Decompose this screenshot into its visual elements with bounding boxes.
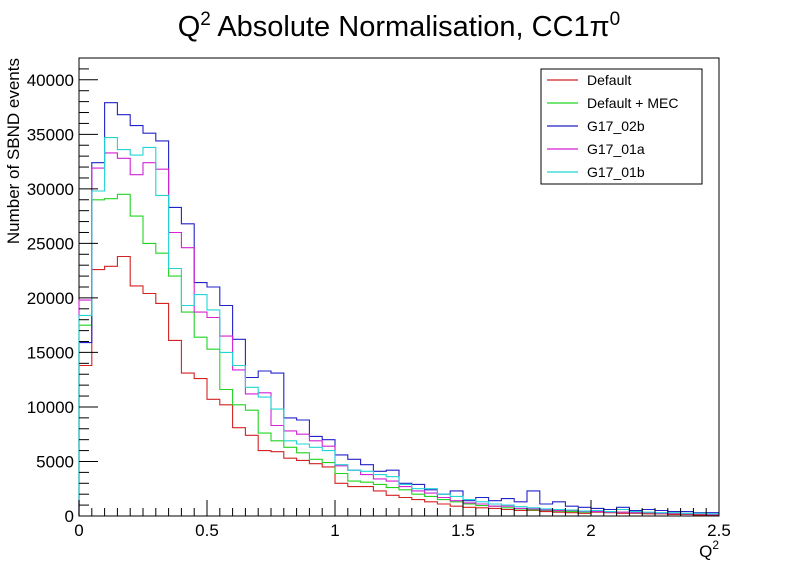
y-tick-labels: 0 5000 10000 15000 20000 25000 30000 35000 40000 bbox=[27, 71, 74, 526]
y-tick-label: 30000 bbox=[27, 180, 74, 199]
chart-title: Q2 Absolute Normalisation, CC1π0 bbox=[178, 9, 621, 43]
y-tick-label: 10000 bbox=[27, 398, 74, 417]
legend-label: G17_02b bbox=[587, 118, 645, 134]
x-tick-labels: 0 0.5 1 1.5 2 2.5 bbox=[74, 521, 731, 540]
y-axis-label: Number of SBND events bbox=[4, 58, 23, 244]
y-tick-label: 15000 bbox=[27, 343, 74, 362]
x-tick-label: 1.5 bbox=[451, 521, 475, 540]
x-axis-label: Q2 bbox=[699, 538, 719, 561]
x-tick-label: 0.5 bbox=[195, 521, 219, 540]
y-tick-label: 0 bbox=[65, 507, 74, 526]
y-tick-label: 35000 bbox=[27, 125, 74, 144]
legend-label: G17_01b bbox=[587, 164, 645, 180]
y-tick-label: 25000 bbox=[27, 234, 74, 253]
x-tick-label: 1 bbox=[330, 521, 339, 540]
legend: Default Default + MEC G17_02b G17_01a G17_01… bbox=[540, 68, 703, 185]
legend-label: Default + MEC bbox=[587, 95, 678, 111]
series-line-2 bbox=[78, 102, 719, 516]
x-tick-label: 0 bbox=[74, 521, 83, 540]
x-tick-label: 2 bbox=[586, 521, 595, 540]
legend-label: Default bbox=[587, 72, 631, 88]
y-tick-label: 20000 bbox=[27, 289, 74, 308]
series-line-1 bbox=[78, 193, 719, 516]
legend-label: G17_01a bbox=[587, 141, 645, 157]
y-tick-label: 40000 bbox=[27, 71, 74, 90]
y-tick-label: 5000 bbox=[36, 452, 74, 471]
x-tick-label: 2.5 bbox=[707, 521, 731, 540]
series-line-4 bbox=[78, 137, 719, 516]
axis-group bbox=[78, 57, 720, 517]
